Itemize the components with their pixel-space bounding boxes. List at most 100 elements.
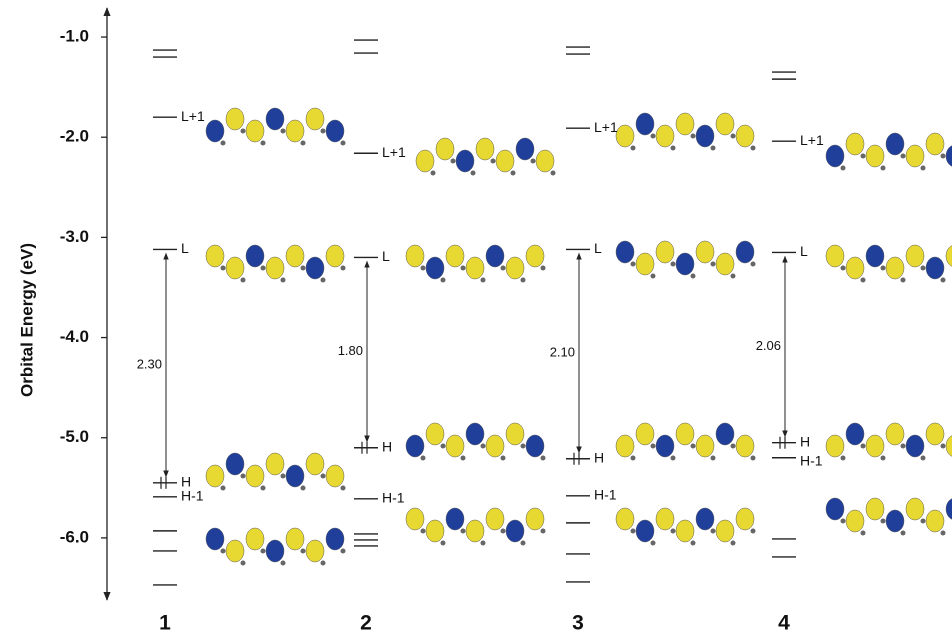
atom [651,134,656,139]
y-tick-label: -6.0 [60,527,89,546]
atom [341,141,346,146]
orbital-lobe [616,435,634,457]
orbital-lobe [486,245,504,267]
atom [541,529,546,534]
orbital-lobe [326,245,344,267]
orbital-lobe [406,508,424,530]
atom [691,444,696,449]
y-axis-label: Orbital Energy (eV) [17,243,36,397]
orbital-lobe [636,113,654,135]
atom [481,278,486,283]
atom [261,549,266,554]
atom [461,529,466,534]
atom [221,486,226,491]
atom [521,541,526,546]
orbital-lobe [846,133,864,155]
orbital-lobe [246,528,264,550]
gap-label: 1.80 [338,343,363,358]
orbital-lobe [656,435,674,457]
orbital-lobe [506,423,524,445]
atom [541,456,546,461]
atom [651,274,656,279]
orbital-lobe [886,510,904,532]
orbital-lobe [266,257,284,279]
orbital-lobe [406,435,424,457]
orbital-lobe [886,257,904,279]
orbital-lobe [446,245,464,267]
chart: Orbital Energy (eV) -1.0-2.0-3.0-4.0-5.0… [0,0,952,635]
orbital-lobe [266,108,284,130]
atom [631,456,636,461]
atom [881,266,886,271]
atom [241,561,246,566]
orbital-lobe [226,540,244,562]
atom [901,531,906,536]
orbital-lobe [926,510,944,532]
level-label: H-1 [800,452,823,468]
atom [301,549,306,554]
orbital-lobe [696,435,714,457]
atom [881,166,886,171]
atom [941,154,946,159]
atom [341,549,346,554]
atom [221,141,226,146]
orbital-lobe [526,508,544,530]
atom [841,456,846,461]
atom [861,278,866,283]
atom [941,278,946,283]
atom [751,456,756,461]
orbital-lobe [326,120,344,142]
orbital-lobe [826,245,844,267]
atom [501,266,506,271]
atom [241,278,246,283]
gap-label: 2.10 [550,345,575,360]
atom [691,274,696,279]
level-label: L+1 [382,144,406,160]
orbital-lobe [676,520,694,542]
atom [531,159,536,164]
orbital-lobe [466,257,484,279]
atom [221,266,226,271]
level-label: H [382,438,392,454]
orbital-lobe [466,423,484,445]
orbital-lobe [696,241,714,263]
atom [421,456,426,461]
orbital-lobe [246,120,264,142]
atom [841,519,846,524]
atom [901,154,906,159]
atom [241,129,246,134]
atom [711,529,716,534]
atom [511,171,516,176]
orbital-lobe [286,245,304,267]
atom [321,561,326,566]
orbital-lobe [716,253,734,275]
orbital-lobe [906,435,924,457]
atom [461,456,466,461]
orbital-lobe [866,245,884,267]
orbital-lobe [496,150,514,172]
atom [711,456,716,461]
atom [731,541,736,546]
orbital-lobe [446,435,464,457]
level-label: H [800,433,810,449]
atom [841,166,846,171]
orbital-lobe [886,133,904,155]
atom [261,486,266,491]
orbital-lobe [516,138,534,160]
gap-label: 2.30 [137,357,162,372]
atom [881,519,886,524]
orbital-lobe [226,108,244,130]
orbital-lobe [206,120,224,142]
level-label: H-1 [181,488,204,504]
orbital-lobe [866,145,884,167]
orbital-lobe [226,453,244,475]
gap-label: 2.06 [756,338,781,353]
atom [281,129,286,134]
orbital-lobe [946,435,952,457]
orbital-lobe [946,498,952,520]
orbital-lobe [716,113,734,135]
orbital-lobe [656,508,674,530]
atom [731,134,736,139]
orbital-lobe [536,150,554,172]
orbital-lobe [616,241,634,263]
